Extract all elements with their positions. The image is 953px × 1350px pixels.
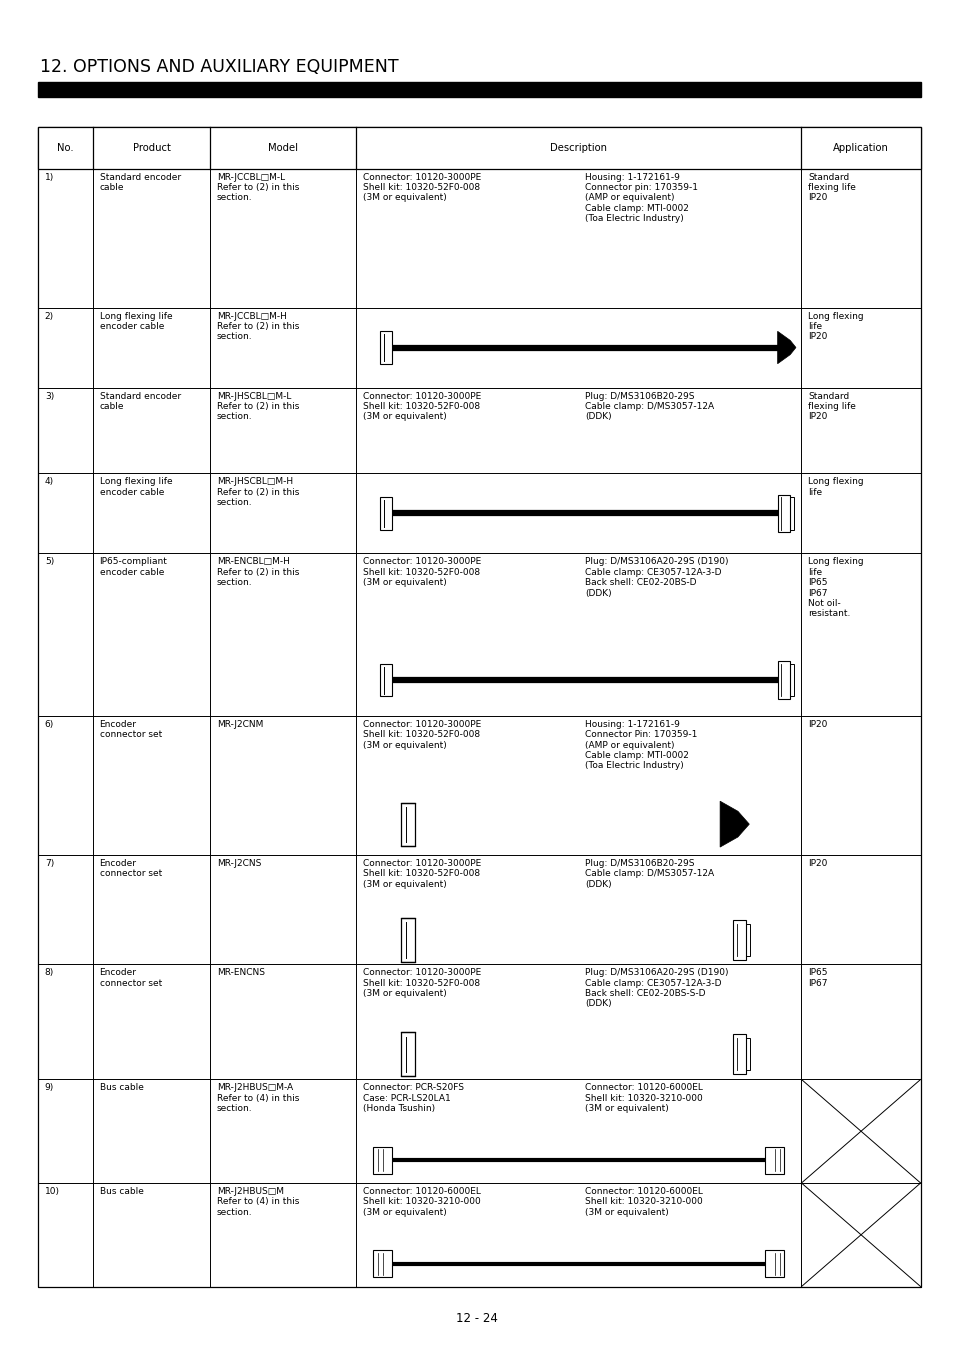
Text: Connector: 10120-3000PE
Shell kit: 10320-52F0-008
(3M or equivalent): Connector: 10120-3000PE Shell kit: 10320… [362,968,480,998]
Text: MR-JCCBL□M-H
Refer to (2) in this
section.: MR-JCCBL□M-H Refer to (2) in this sectio… [216,312,299,342]
Text: IP20: IP20 [807,720,826,729]
Text: Bus cable: Bus cable [99,1084,143,1092]
Text: Connector: 10120-3000PE
Shell kit: 10320-52F0-008
(3M or equivalent): Connector: 10120-3000PE Shell kit: 10320… [362,173,480,202]
Text: Connector: 10120-6000EL
Shell kit: 10320-3210-000
(3M or equivalent): Connector: 10120-6000EL Shell kit: 10320… [585,1187,702,1216]
Text: Model: Model [268,143,297,153]
Text: 8): 8) [45,968,54,977]
Text: Encoder
connector set: Encoder connector set [99,720,162,740]
Bar [781,497,793,529]
Text: MR-J2CNS: MR-J2CNS [216,859,261,868]
Text: Connector: 10120-3000PE
Shell kit: 10320-52F0-008
(3M or equivalent): Connector: 10120-3000PE Shell kit: 10320… [362,558,480,587]
Text: Product: Product [132,143,171,153]
Text: Connector: PCR-S20FS
Case: PCR-LS20LA1
(Honda Tsushin): Connector: PCR-S20FS Case: PCR-LS20LA1 (… [362,1084,463,1114]
Text: 12 - 24: 12 - 24 [456,1312,497,1326]
Text: MR-JHSCBL□M-L
Refer to (2) in this
section.: MR-JHSCBL□M-L Refer to (2) in this secti… [216,392,299,421]
Text: IP65
IP67: IP65 IP67 [807,968,827,988]
Bar [777,662,789,699]
Text: Encoder
connector set: Encoder connector set [99,859,162,878]
Text: Description: Description [550,143,606,153]
Bar [781,664,793,697]
Bar [400,918,415,961]
Bar [38,127,920,169]
Text: MR-ENCBL□M-H
Refer to (2) in this
section.: MR-ENCBL□M-H Refer to (2) in this sectio… [216,558,299,587]
Text: Long flexing
life
IP65
IP67
Not oil-
resistant.: Long flexing life IP65 IP67 Not oil- res… [807,558,862,618]
Bar [38,127,920,1287]
Text: Standard encoder
cable: Standard encoder cable [99,392,180,410]
Text: Connector: 10120-3000PE
Shell kit: 10320-52F0-008
(3M or equivalent): Connector: 10120-3000PE Shell kit: 10320… [362,859,480,888]
Text: 5): 5) [45,558,54,567]
Text: Housing: 1-172161-9
Connector Pin: 170359-1
(AMP or equivalent)
Cable clamp: MTI: Housing: 1-172161-9 Connector Pin: 17035… [585,720,697,771]
Text: MR-JCCBL□M-L
Refer to (2) in this
section.: MR-JCCBL□M-L Refer to (2) in this sectio… [216,173,299,202]
Text: 9): 9) [45,1084,54,1092]
Text: Long flexing life
encoder cable: Long flexing life encoder cable [99,478,172,497]
Text: IP65-compliant
encoder cable: IP65-compliant encoder cable [99,558,167,576]
Polygon shape [720,801,748,846]
Bar [38,82,920,97]
Text: Connector: 10120-6000EL
Shell kit: 10320-3210-000
(3M or equivalent): Connector: 10120-6000EL Shell kit: 10320… [585,1084,702,1114]
Text: Plug: D/MS3106B20-29S
Cable clamp: D/MS3057-12A
(DDK): Plug: D/MS3106B20-29S Cable clamp: D/MS3… [585,859,714,888]
Text: 2): 2) [45,312,54,320]
Text: Bus cable: Bus cable [99,1187,143,1196]
Text: Standard encoder
cable: Standard encoder cable [99,173,180,192]
Polygon shape [777,331,795,363]
Bar [777,494,789,532]
Text: Plug: D/MS3106B20-29S
Cable clamp: D/MS3057-12A
(DDK): Plug: D/MS3106B20-29S Cable clamp: D/MS3… [585,392,714,421]
Bar [400,802,415,845]
Text: Long flexing
life: Long flexing life [807,478,862,497]
Text: Plug: D/MS3106A20-29S (D190)
Cable clamp: CE3057-12A-3-D
Back shell: CE02-20BS-D: Plug: D/MS3106A20-29S (D190) Cable clamp… [585,558,728,598]
Text: Connector: 10120-3000PE
Shell kit: 10320-52F0-008
(3M or equivalent): Connector: 10120-3000PE Shell kit: 10320… [362,720,480,749]
Bar [732,919,745,960]
Text: 1): 1) [45,173,54,182]
Text: 4): 4) [45,478,54,486]
Text: Application: Application [832,143,888,153]
Text: 6): 6) [45,720,54,729]
Bar [379,497,392,529]
Text: MR-J2HBUS□M-A
Refer to (4) in this
section.: MR-J2HBUS□M-A Refer to (4) in this secti… [216,1084,299,1114]
Text: Long flexing life
encoder cable: Long flexing life encoder cable [99,312,172,331]
Text: Connector: 10120-6000EL
Shell kit: 10320-3210-000
(3M or equivalent): Connector: 10120-6000EL Shell kit: 10320… [362,1187,480,1216]
Text: Connector: 10120-3000PE
Shell kit: 10320-52F0-008
(3M or equivalent): Connector: 10120-3000PE Shell kit: 10320… [362,392,480,421]
Text: Housing: 1-172161-9
Connector pin: 170359-1
(AMP or equivalent)
Cable clamp: MTI: Housing: 1-172161-9 Connector pin: 17035… [585,173,698,223]
Text: Standard
flexing life
IP20: Standard flexing life IP20 [807,392,855,421]
Text: Encoder
connector set: Encoder connector set [99,968,162,988]
Text: MR-J2CNM: MR-J2CNM [216,720,263,729]
Text: 3): 3) [45,392,54,401]
Text: 10): 10) [45,1187,60,1196]
Bar [373,1250,392,1277]
Bar [379,664,392,697]
Bar [736,1038,749,1071]
Bar [732,1034,745,1075]
Text: MR-JHSCBL□M-H
Refer to (2) in this
section.: MR-JHSCBL□M-H Refer to (2) in this secti… [216,478,299,508]
Text: 12. OPTIONS AND AUXILIARY EQUIPMENT: 12. OPTIONS AND AUXILIARY EQUIPMENT [40,58,398,76]
Text: 7): 7) [45,859,54,868]
Text: Plug: D/MS3106A20-29S (D190)
Cable clamp: CE3057-12A-3-D
Back shell: CE02-20BS-S: Plug: D/MS3106A20-29S (D190) Cable clamp… [585,968,728,1008]
Text: Standard
flexing life
IP20: Standard flexing life IP20 [807,173,855,202]
Bar [373,1146,392,1173]
Bar [764,1146,783,1173]
Text: No.: No. [57,143,73,153]
Bar [764,1250,783,1277]
Bar [400,1033,415,1076]
Text: MR-ENCNS: MR-ENCNS [216,968,265,977]
Bar [379,331,392,363]
Text: MR-J2HBUS□M
Refer to (4) in this
section.: MR-J2HBUS□M Refer to (4) in this section… [216,1187,299,1216]
Bar [736,923,749,956]
Text: IP20: IP20 [807,859,826,868]
Text: Long flexing
life
IP20: Long flexing life IP20 [807,312,862,342]
